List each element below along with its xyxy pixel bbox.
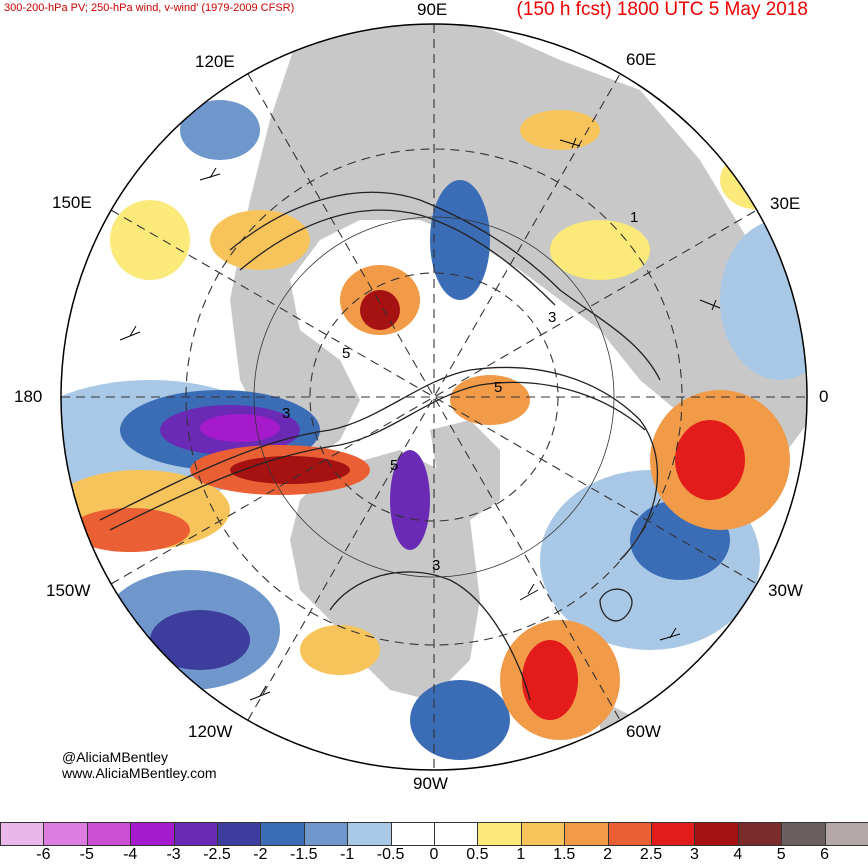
colorbar-tick-label: 5 [776,846,786,863]
colorbar-tick-label: 0.5 [466,846,489,863]
colorbar-swatch [347,822,392,846]
colorbar-tick-label: -4 [123,846,138,863]
lon-label-120e: 120E [195,52,235,71]
lon-label-150e: 150E [52,193,92,212]
colorbar-tick-label: -2.5 [203,846,231,863]
colorbar-tick-label: -0.5 [376,846,405,863]
lon-label-120w: 120W [188,722,233,741]
lon-label-150w: 150W [46,581,91,600]
pv-label-1: 1 [630,209,638,226]
colorbar-swatch [434,822,479,846]
colorbar-swatch [130,822,175,846]
lon-label-30e: 30E [770,194,801,213]
colorbar-swatch [260,822,305,846]
colorbar-tick-label: 3 [689,846,699,863]
pv-label-3b: 3 [282,405,290,422]
colorbar-swatch [737,822,783,846]
colorbar-tick-label: 0 [429,846,439,863]
colorbar-swatch [43,822,88,846]
colorbar-swatch [86,822,132,846]
colorbar-tick-label: 6 [820,846,830,863]
wind-barbs [119,137,721,701]
colorbar-tick-label: 1.5 [553,846,576,863]
colorbar-swatch [694,822,739,846]
lon-label-180: 180 [14,387,43,406]
pv-label-3a: 3 [548,309,556,326]
colorbar-swatch [0,822,45,846]
pv-contours [99,191,661,701]
colorbar-tick-label: -6 [36,846,51,863]
colorbar-swatch [520,822,566,846]
colorbar-swatch [564,822,609,846]
graticule [61,24,807,770]
colorbar-swatch [824,822,868,846]
colorbar-swatch [303,822,349,846]
forecast-title: (150 h fcst) 1800 UTC 5 May 2018 [516,0,808,20]
lon-label-60w: 60W [626,722,661,741]
lon-label-30w: 30W [768,581,803,600]
colorbar-swatch [173,822,218,846]
colorbar-tick-label: 2.5 [639,846,663,863]
lon-label-0: 0 [819,387,829,406]
colorbar-swatch [217,822,262,846]
lon-label-90w: 90W [413,774,448,793]
colorbar-tick-label: -1.5 [290,846,318,863]
pv-label-5a: 5 [342,345,350,362]
colorbar-tick-label: -3 [166,846,181,863]
pv-labels: 1 3 3 3 5 5 5 [282,209,638,574]
colorbar-swatch [390,822,435,846]
credit-website: www.AliciaMBentley.com [62,765,217,781]
map-boundary [60,23,808,771]
colorbar-swatch [607,822,652,846]
lon-label-60e: 60E [626,50,657,69]
colorbar-tick-label: 4 [733,846,743,863]
credit-handle: @AliciaMBentley [62,749,169,765]
pv-label-5b: 5 [494,379,502,396]
colorbar-tick-label: -1 [340,846,355,863]
colorbar-tick-label: -2 [253,846,268,863]
colorbar-tick-label: -5 [79,846,94,863]
pv-label-3c: 3 [432,557,440,574]
positive-vwind-anomalies [61,110,800,740]
colorbar-tick-label: 1 [516,846,526,863]
colorbar-swatch [651,822,696,846]
lon-label-90e: 90E [417,0,448,19]
pv-label-5c: 5 [390,457,398,474]
colorbar-swatch [781,822,826,846]
chart-subtitle: 300-200-hPa PV; 250-hPa wind, v-wind' (1… [4,2,295,14]
colorbar-tick-label: 2 [603,846,613,863]
colorbar-swatch [477,822,522,846]
